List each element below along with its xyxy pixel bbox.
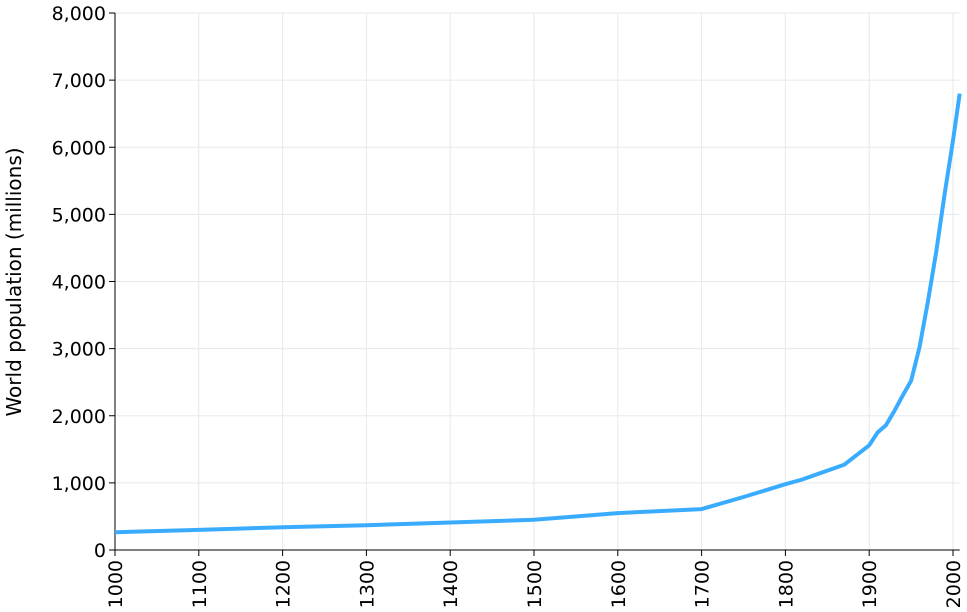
x-tick-label: 1000 <box>105 560 127 608</box>
x-tick-label: 1700 <box>692 560 714 608</box>
x-tick-label: 1400 <box>440 560 462 608</box>
y-tick-label: 0 <box>94 540 106 562</box>
x-tick-label: 1900 <box>859 560 881 608</box>
y-tick-label: 4,000 <box>52 272 106 294</box>
x-tick-label: 2000 <box>943 560 965 608</box>
y-tick-label: 6,000 <box>52 137 106 159</box>
x-tick-label: 1300 <box>356 560 378 608</box>
y-axis-label: World population (millions) <box>2 147 26 416</box>
y-tick-label: 8,000 <box>52 3 106 25</box>
series-line <box>114 93 962 535</box>
axes <box>109 12 960 556</box>
y-tick-label: 1,000 <box>52 473 106 495</box>
y-tick-label: 3,000 <box>52 339 106 361</box>
y-tick-label: 2,000 <box>52 406 106 428</box>
x-tick-label: 1100 <box>189 560 211 608</box>
y-tick-label: 7,000 <box>52 70 106 92</box>
grid <box>115 12 960 550</box>
x-tick-labels: 1000 1100 1200 1300 1400 1500 1600 1700 1800 1900… <box>105 560 965 608</box>
x-tick-label: 1200 <box>273 560 295 608</box>
y-tick-label: 5,000 <box>52 204 106 226</box>
x-tick-label: 1800 <box>775 560 797 608</box>
x-tick-label: 1500 <box>524 560 546 608</box>
x-tick-label: 1600 <box>608 560 630 608</box>
y-tick-labels: 0 1,000 2,000 3,000 4,000 5,000 6,000 7,000 8,00… <box>52 3 106 562</box>
